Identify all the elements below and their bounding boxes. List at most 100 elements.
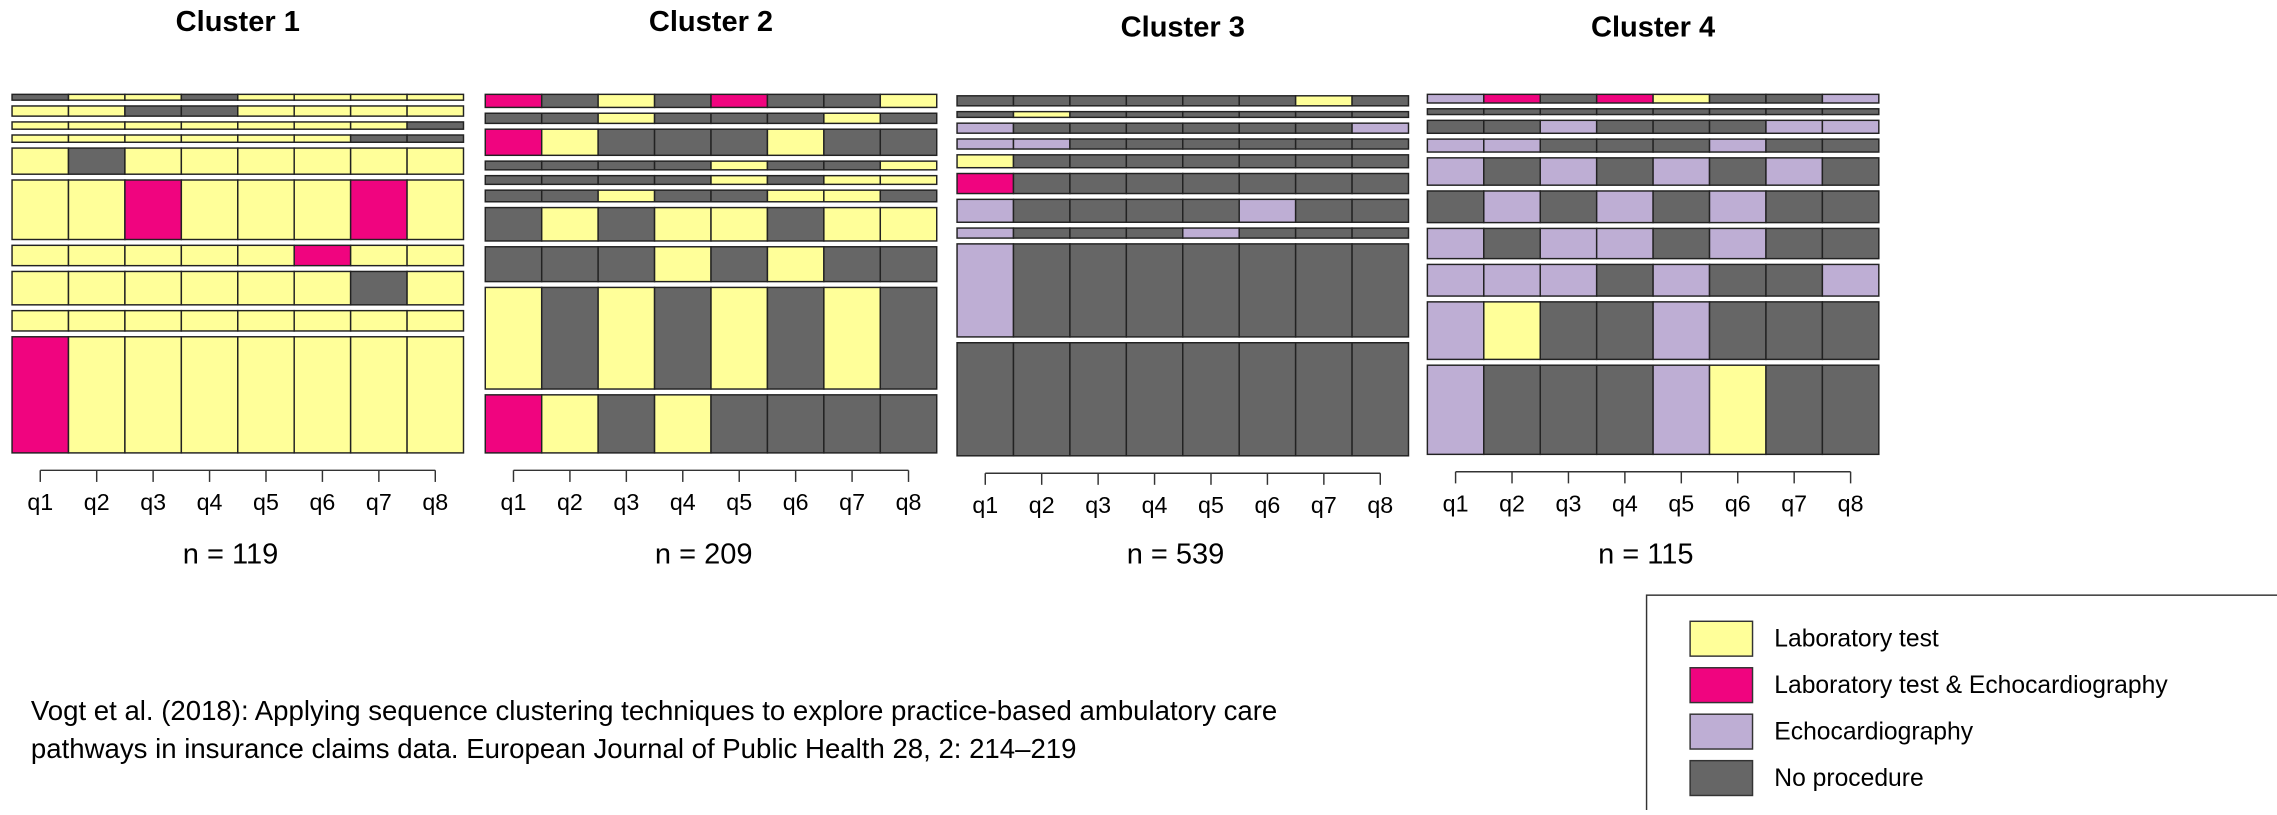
sequence-cell	[1069, 138, 1128, 150]
sequence-cell	[1351, 95, 1410, 107]
sequence-cell	[1483, 157, 1541, 186]
sequence-cell	[1351, 154, 1410, 169]
sequence-cell	[237, 134, 295, 143]
sequence-cell	[180, 121, 239, 130]
sequence-cell	[956, 227, 1015, 239]
x-tick-label: q8	[422, 489, 448, 515]
sequence-cell	[406, 309, 465, 332]
sequence-cell	[1238, 243, 1297, 338]
sequence-cell	[180, 244, 239, 267]
sequence-cell	[1483, 263, 1541, 297]
sequence-cell	[1351, 122, 1410, 134]
sequence-cell	[1294, 95, 1353, 107]
sequence-cell	[180, 179, 239, 241]
sequence-cell	[879, 160, 938, 171]
sequence-cell	[1708, 93, 1767, 104]
sequence-cell	[1125, 122, 1184, 134]
sequence-cell	[653, 394, 712, 454]
sequence-cell	[597, 394, 656, 454]
sequence-cell	[293, 93, 352, 101]
legend-label: Laboratory test & Echocardiography	[1774, 672, 2168, 699]
x-tick-label: q6	[310, 489, 336, 515]
sequence-cell	[1595, 364, 1654, 456]
sequence-cell	[1238, 110, 1297, 119]
x-tick-label: q6	[783, 489, 809, 515]
sequence-cell	[1765, 301, 1824, 361]
sequence-cell	[540, 286, 599, 390]
sequence-cell	[124, 309, 183, 332]
sequence-cell	[653, 174, 712, 186]
sequence-cell	[11, 179, 70, 241]
sequence-cell	[237, 270, 295, 306]
sequence-cell	[1652, 93, 1711, 104]
sequence-cell	[1539, 364, 1598, 456]
sequence-cell	[1652, 263, 1711, 297]
sequence-cell	[1069, 227, 1128, 239]
sequence-cell	[710, 93, 769, 109]
sequence-cell	[406, 93, 465, 101]
x-tick-label: q1	[27, 489, 53, 515]
sequence-cell	[1182, 198, 1240, 223]
sequence-cell	[956, 198, 1015, 223]
sequence-cell	[293, 336, 352, 454]
sequence-cell	[1483, 93, 1541, 104]
sequence-cell	[956, 95, 1015, 107]
sequence-cell	[823, 246, 882, 283]
sequence-cell	[1708, 364, 1767, 456]
sequence-cell	[1426, 364, 1485, 456]
sequence-cell	[1351, 138, 1410, 150]
sequence-cell	[653, 112, 712, 125]
sequence-cell	[1483, 119, 1541, 135]
sequence-cell	[293, 244, 352, 267]
sequence-cell	[406, 134, 465, 143]
sequence-cell	[1012, 243, 1071, 338]
sequence-cell	[1125, 138, 1184, 150]
x-tick-label: q8	[896, 489, 922, 515]
sequence-cell	[1351, 110, 1410, 119]
sequence-cell	[1821, 301, 1880, 361]
sequence-cell	[1765, 138, 1824, 153]
sequence-cell	[1539, 190, 1598, 224]
sequence-cell	[1426, 190, 1485, 224]
sequence-cell	[1012, 227, 1071, 239]
sequence-cell	[11, 147, 70, 175]
legend-label: Echocardiography	[1774, 719, 1973, 746]
sequence-cell	[1294, 154, 1353, 169]
x-tick-label: q4	[197, 489, 223, 515]
x-tick-label: q6	[1725, 490, 1751, 516]
sequence-cell	[124, 270, 183, 306]
x-tick-label: q7	[366, 489, 392, 515]
sequence-cell	[180, 105, 239, 117]
sequence-cell	[766, 394, 825, 454]
sequence-cell	[1069, 243, 1128, 338]
sequence-cell	[1539, 157, 1598, 186]
sequence-cell	[766, 128, 825, 157]
sequence-cell	[11, 93, 70, 101]
sequence-cell	[879, 112, 938, 125]
sequence-cell	[1483, 301, 1541, 361]
sequence-cell	[710, 206, 769, 242]
sequence-cell	[1821, 190, 1880, 224]
sequence-cell	[124, 147, 183, 175]
sequence-cell	[1238, 154, 1297, 169]
sequence-cell	[124, 105, 183, 117]
sequence-cell	[1595, 227, 1654, 260]
sequence-cell	[823, 174, 882, 186]
sequence-cell	[653, 128, 712, 157]
sequence-cell	[293, 105, 352, 117]
sequence-cell	[1483, 364, 1541, 456]
sequence-cell	[180, 336, 239, 454]
x-tick-label: q6	[1255, 492, 1281, 518]
x-tick-label: q8	[1838, 490, 1864, 516]
sequence-cell	[956, 110, 1015, 119]
sequence-cell	[1765, 227, 1824, 260]
sequence-cell	[349, 244, 408, 267]
sequence-cell	[293, 309, 352, 332]
sequence-cell	[484, 128, 543, 157]
sequence-cell	[1652, 157, 1711, 186]
sequence-cell	[1539, 119, 1598, 135]
sequence-cell	[1294, 172, 1353, 195]
sequence-cell	[540, 189, 599, 203]
sequence-cell	[349, 147, 408, 175]
sequence-cell	[1182, 95, 1240, 107]
